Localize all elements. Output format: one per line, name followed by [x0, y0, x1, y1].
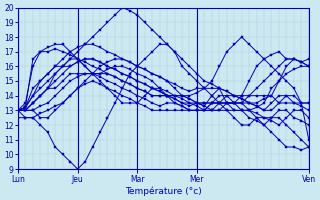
X-axis label: Température (°c): Température (°c) [125, 186, 202, 196]
